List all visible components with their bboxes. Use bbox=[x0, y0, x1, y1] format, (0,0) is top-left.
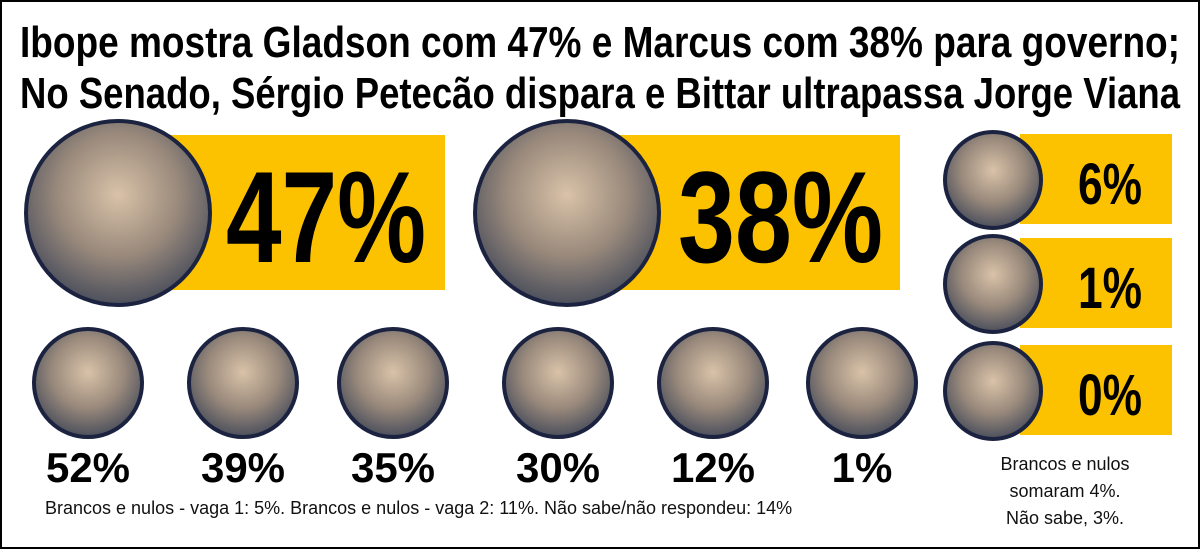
note-line: somaram 4%. bbox=[1009, 481, 1120, 501]
candidate-photo bbox=[943, 341, 1043, 441]
highlight-bar bbox=[1020, 238, 1172, 328]
percentage: 12% bbox=[671, 444, 755, 491]
highlight-bar bbox=[1020, 134, 1172, 224]
candidate-photo bbox=[943, 234, 1043, 334]
percentage: 39% bbox=[201, 444, 285, 491]
highlight-bar bbox=[615, 135, 900, 290]
percentage: 1% bbox=[1078, 256, 1142, 321]
candidate-photo bbox=[943, 130, 1043, 230]
candidate-photo bbox=[337, 327, 449, 439]
percentage: 1% bbox=[832, 444, 893, 491]
percentage: 52% bbox=[46, 444, 130, 491]
percentage: 35% bbox=[351, 444, 435, 491]
candidate-photo bbox=[473, 119, 661, 307]
percentage: 38% bbox=[678, 144, 883, 290]
senate-row: 52% 39% 35% 30% 12% 1% bbox=[32, 327, 918, 491]
title-line: No Senado, Sérgio Petecão dispara e Bitt… bbox=[20, 69, 1180, 118]
percentage: 47% bbox=[226, 144, 426, 290]
candidate-photo bbox=[657, 327, 769, 439]
note-line: Brancos e nulos - vaga 1: 5%. Brancos e … bbox=[45, 498, 792, 518]
candidate-photo bbox=[32, 327, 144, 439]
percentage: 6% bbox=[1078, 152, 1142, 217]
candidate-photo bbox=[24, 119, 212, 307]
title-line: Ibope mostra Gladson com 47% e Marcus co… bbox=[20, 18, 1180, 67]
percentage: 0% bbox=[1078, 363, 1142, 428]
highlight-bar bbox=[1020, 345, 1172, 435]
note-line: Não sabe, 3%. bbox=[1006, 508, 1124, 528]
candidate-photo bbox=[502, 327, 614, 439]
note-line: Brancos e nulos bbox=[1000, 454, 1129, 474]
percentage: 30% bbox=[516, 444, 600, 491]
candidate-photo bbox=[806, 327, 918, 439]
candidate-photo bbox=[187, 327, 299, 439]
